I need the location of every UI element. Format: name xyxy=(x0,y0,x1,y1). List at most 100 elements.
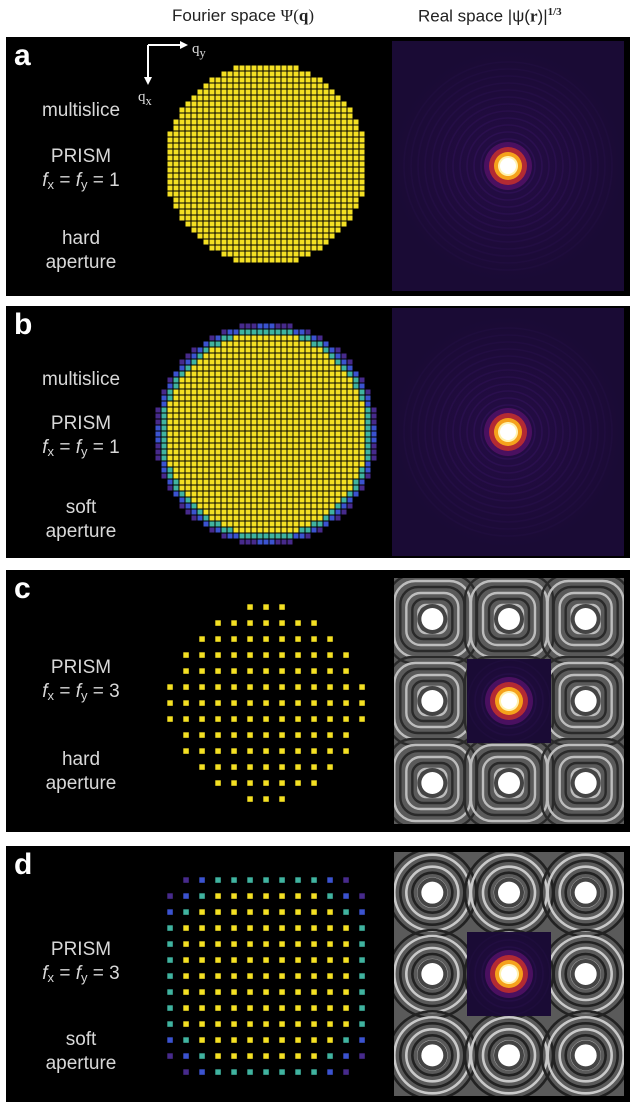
fourier-pixel xyxy=(305,515,311,521)
fourier-pixel xyxy=(347,389,353,395)
fourier-pixel xyxy=(305,359,311,365)
fourier-pixel xyxy=(311,1021,317,1027)
fourier-pixel xyxy=(275,539,281,545)
fourier-pixel xyxy=(227,455,233,461)
fourier-pixel xyxy=(231,636,237,642)
fourier-pixel xyxy=(227,83,233,89)
fourier-pixel xyxy=(287,461,293,467)
fourier-pixel xyxy=(263,113,269,119)
fourier-pixel xyxy=(269,335,275,341)
fourier-pixel xyxy=(215,239,221,245)
fourier-pixel xyxy=(233,509,239,515)
fourier-pixel xyxy=(185,437,191,443)
fourier-pixel xyxy=(311,371,317,377)
fourier-pixel xyxy=(317,167,323,173)
fourier-pixel xyxy=(317,83,323,89)
fourier-pixel xyxy=(245,329,251,335)
fourier-pixel xyxy=(287,95,293,101)
fourier-pixel xyxy=(269,383,275,389)
aperture-word-label: aperture xyxy=(45,252,117,273)
fourier-pixel xyxy=(209,185,215,191)
fourier-pixel xyxy=(263,365,269,371)
fourier-pixel xyxy=(173,377,179,383)
fourier-pixel xyxy=(269,365,275,371)
fourier-pixel xyxy=(245,377,251,383)
fourier-pixel xyxy=(263,185,269,191)
fourier-pixel xyxy=(239,515,245,521)
fourier-pixel xyxy=(347,185,353,191)
fourier-pixel xyxy=(245,113,251,119)
fourier-pixel xyxy=(335,407,341,413)
fourier-pixel xyxy=(179,413,185,419)
fourier-pixel xyxy=(215,1021,221,1027)
fourier-pixel xyxy=(231,973,237,979)
fourier-pixel xyxy=(329,365,335,371)
fourier-pixel xyxy=(305,89,311,95)
fourier-pixel xyxy=(287,467,293,473)
fourier-pixel xyxy=(287,533,293,539)
fourier-pixel xyxy=(281,383,287,389)
fourier-pixel xyxy=(227,359,233,365)
fourier-pixel xyxy=(329,101,335,107)
fourier-pixel xyxy=(221,203,227,209)
fourier-pixel xyxy=(341,509,347,515)
fourier-pixel xyxy=(347,113,353,119)
fourier-pixel xyxy=(185,371,191,377)
fourier-pixel xyxy=(311,215,317,221)
fourier-pixel xyxy=(203,179,209,185)
fourier-pixel xyxy=(323,233,329,239)
fourier-pixel xyxy=(343,973,349,979)
fourier-pixel xyxy=(305,179,311,185)
fourier-pixel xyxy=(335,155,341,161)
fourier-pixel xyxy=(269,389,275,395)
fourier-pixel xyxy=(299,173,305,179)
fourier-pixel xyxy=(263,1005,269,1011)
fourier-pixel xyxy=(329,461,335,467)
fourier-pixel xyxy=(293,137,299,143)
fourier-pixel xyxy=(209,149,215,155)
fourier-pixel xyxy=(215,989,221,995)
fourier-pixel xyxy=(323,209,329,215)
fourier-pixel xyxy=(311,125,317,131)
fourier-pixel xyxy=(317,479,323,485)
fourier-pixel xyxy=(245,65,251,71)
fourier-pixel xyxy=(275,101,281,107)
fourier-pixel xyxy=(227,353,233,359)
fourier-pixel xyxy=(183,716,189,722)
fourier-pixel xyxy=(287,359,293,365)
fourier-pixel xyxy=(247,957,253,963)
fourier-pixel xyxy=(233,401,239,407)
fourier-pixel xyxy=(209,371,215,377)
fourier-pixel xyxy=(231,1021,237,1027)
fourier-pixel xyxy=(179,467,185,473)
fourier-pixel xyxy=(341,419,347,425)
fourier-pixel xyxy=(209,407,215,413)
fourier-pixel xyxy=(239,347,245,353)
fourier-pixel xyxy=(239,227,245,233)
fourier-pixel xyxy=(359,989,365,995)
fourier-pixel xyxy=(231,877,237,883)
fourier-pixel xyxy=(203,443,209,449)
fourier-pixel xyxy=(293,335,299,341)
fourier-pixel xyxy=(203,473,209,479)
fourier-pixel xyxy=(359,419,365,425)
fourier-pixel xyxy=(209,401,215,407)
fourier-pixel xyxy=(329,449,335,455)
fourier-pixel xyxy=(335,185,341,191)
fourier-pixel xyxy=(287,347,293,353)
fourier-pixel xyxy=(293,467,299,473)
fourier-pixel xyxy=(183,748,189,754)
fourier-pixel xyxy=(275,173,281,179)
fourier-pixel xyxy=(233,101,239,107)
fourier-pixel xyxy=(251,119,257,125)
fourier-pixel xyxy=(317,233,323,239)
fourier-pixel xyxy=(317,455,323,461)
fourier-pixel xyxy=(269,221,275,227)
fourier-pixel xyxy=(323,491,329,497)
fourier-pixel xyxy=(203,389,209,395)
fourier-pixel xyxy=(167,395,173,401)
fourier-pixel xyxy=(227,401,233,407)
fourier-pixel xyxy=(221,155,227,161)
fourier-pixel xyxy=(227,179,233,185)
fourier-pixel xyxy=(275,95,281,101)
